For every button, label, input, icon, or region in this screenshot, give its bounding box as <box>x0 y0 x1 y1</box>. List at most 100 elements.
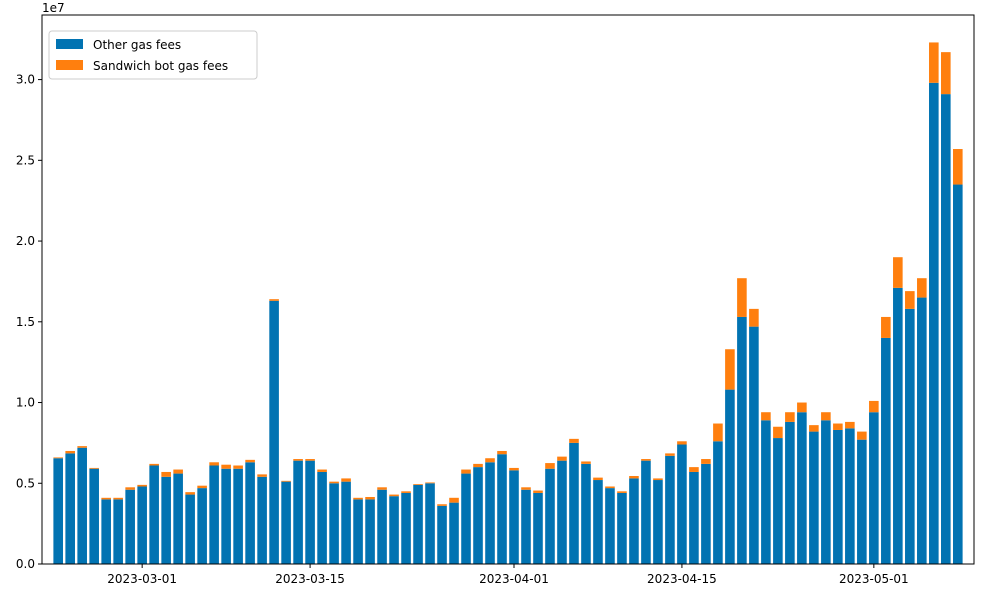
bar-sandwich-bot-gas-fees <box>953 149 963 185</box>
y-tick-label: 0.5 <box>16 476 35 490</box>
bar-sandwich-bot-gas-fees <box>125 487 135 490</box>
bar-other-gas-fees <box>65 453 75 564</box>
bar-sandwich-bot-gas-fees <box>593 477 603 481</box>
bar-sandwich-bot-gas-fees <box>401 491 411 493</box>
bar-sandwich-bot-gas-fees <box>473 463 483 468</box>
bar-sandwich-bot-gas-fees <box>521 487 531 490</box>
bar-sandwich-bot-gas-fees <box>713 423 723 442</box>
bar-other-gas-fees <box>749 326 759 564</box>
bar-other-gas-fees <box>773 438 783 564</box>
bar-other-gas-fees <box>77 447 87 564</box>
bar-other-gas-fees <box>833 429 843 564</box>
bar-other-gas-fees <box>173 473 183 564</box>
y-tick-label: 3.0 <box>16 73 35 87</box>
bar-sandwich-bot-gas-fees <box>353 497 363 500</box>
bar-sandwich-bot-gas-fees <box>797 402 807 413</box>
bar-sandwich-bot-gas-fees <box>221 464 231 469</box>
bar-other-gas-fees <box>461 473 471 564</box>
bar-sandwich-bot-gas-fees <box>701 459 711 464</box>
bar-sandwich-bot-gas-fees <box>653 478 663 481</box>
bar-other-gas-fees <box>905 308 915 564</box>
y-tick-label: 2.5 <box>16 153 35 167</box>
bar-sandwich-bot-gas-fees <box>581 461 591 464</box>
bar-sandwich-bot-gas-fees <box>929 42 939 83</box>
bar-other-gas-fees <box>569 442 579 564</box>
bar-other-gas-fees <box>485 462 495 564</box>
bar-other-gas-fees <box>857 439 867 564</box>
bar-other-gas-fees <box>893 287 903 564</box>
bar-other-gas-fees <box>797 412 807 564</box>
bar-sandwich-bot-gas-fees <box>545 463 555 469</box>
bar-sandwich-bot-gas-fees <box>137 484 147 487</box>
bar-sandwich-bot-gas-fees <box>113 497 123 500</box>
bar-sandwich-bot-gas-fees <box>533 490 543 493</box>
bar-sandwich-bot-gas-fees <box>665 453 675 456</box>
bar-sandwich-bot-gas-fees <box>509 467 519 471</box>
bar-other-gas-fees <box>581 463 591 564</box>
bar-sandwich-bot-gas-fees <box>605 486 615 489</box>
bar-other-gas-fees <box>713 441 723 564</box>
bar-sandwich-bot-gas-fees <box>569 438 579 443</box>
bar-sandwich-bot-gas-fees <box>197 485 207 489</box>
y-tick-label: 2.0 <box>16 234 35 248</box>
bar-sandwich-bot-gas-fees <box>389 494 399 497</box>
bar-sandwich-bot-gas-fees <box>917 278 927 298</box>
bar-sandwich-bot-gas-fees <box>77 446 87 448</box>
bar-sandwich-bot-gas-fees <box>641 459 651 461</box>
bar-other-gas-fees <box>737 316 747 564</box>
y-axis-offset-label: 1e7 <box>42 1 65 15</box>
bar-sandwich-bot-gas-fees <box>173 469 183 474</box>
bar-other-gas-fees <box>269 300 279 564</box>
bar-other-gas-fees <box>617 492 627 564</box>
bar-sandwich-bot-gas-fees <box>161 471 171 477</box>
bar-sandwich-bot-gas-fees <box>425 482 435 484</box>
bar-other-gas-fees <box>185 494 195 564</box>
bar-other-gas-fees <box>305 460 315 564</box>
bar-sandwich-bot-gas-fees <box>245 459 255 463</box>
bar-other-gas-fees <box>149 465 159 564</box>
bar-sandwich-bot-gas-fees <box>869 400 879 413</box>
bar-sandwich-bot-gas-fees <box>845 421 855 429</box>
bar-sandwich-bot-gas-fees <box>305 459 315 461</box>
y-tick-label: 0.0 <box>16 557 35 571</box>
bar-sandwich-bot-gas-fees <box>905 291 915 309</box>
bar-sandwich-bot-gas-fees <box>485 458 495 463</box>
bar-other-gas-fees <box>413 484 423 564</box>
bar-sandwich-bot-gas-fees <box>857 431 867 440</box>
bar-other-gas-fees <box>677 444 687 564</box>
bar-other-gas-fees <box>377 489 387 564</box>
bar-other-gas-fees <box>257 476 267 564</box>
bar-other-gas-fees <box>809 431 819 564</box>
x-axis-ticks: 2023-03-01 2023-03-15 2023-04-01 2023-04-15… <box>107 564 909 586</box>
bar-other-gas-fees <box>353 499 363 564</box>
bar-other-gas-fees <box>137 486 147 564</box>
bar-other-gas-fees <box>329 483 339 564</box>
bar-other-gas-fees <box>521 489 531 564</box>
bar-other-gas-fees <box>281 481 291 564</box>
x-tick-label: 2023-04-15 <box>647 572 717 586</box>
bar-other-gas-fees <box>221 468 231 564</box>
bar-sandwich-bot-gas-fees <box>437 504 447 506</box>
bar-sandwich-bot-gas-fees <box>629 475 639 479</box>
bar-other-gas-fees <box>101 499 111 564</box>
legend-label: Other gas fees <box>93 38 181 52</box>
legend-swatch <box>56 60 83 70</box>
bar-sandwich-bot-gas-fees <box>209 462 219 466</box>
bar-sandwich-bot-gas-fees <box>101 497 111 500</box>
bar-sandwich-bot-gas-fees <box>461 469 471 474</box>
bar-other-gas-fees <box>497 454 507 564</box>
bar-other-gas-fees <box>113 499 123 564</box>
y-tick-label: 1.5 <box>16 315 35 329</box>
bar-sandwich-bot-gas-fees <box>185 492 195 495</box>
bar-other-gas-fees <box>449 502 459 564</box>
legend-frame <box>48 30 258 80</box>
bar-other-gas-fees <box>209 465 219 564</box>
bar-other-gas-fees <box>293 460 303 564</box>
bar-sandwich-bot-gas-fees <box>749 308 759 327</box>
bar-sandwich-bot-gas-fees <box>773 426 783 439</box>
bar-other-gas-fees <box>317 471 327 564</box>
x-tick-label: 2023-05-01 <box>839 572 909 586</box>
bar-sandwich-bot-gas-fees <box>821 412 831 421</box>
bar-sandwich-bot-gas-fees <box>941 52 951 95</box>
bar-sandwich-bot-gas-fees <box>149 463 159 466</box>
